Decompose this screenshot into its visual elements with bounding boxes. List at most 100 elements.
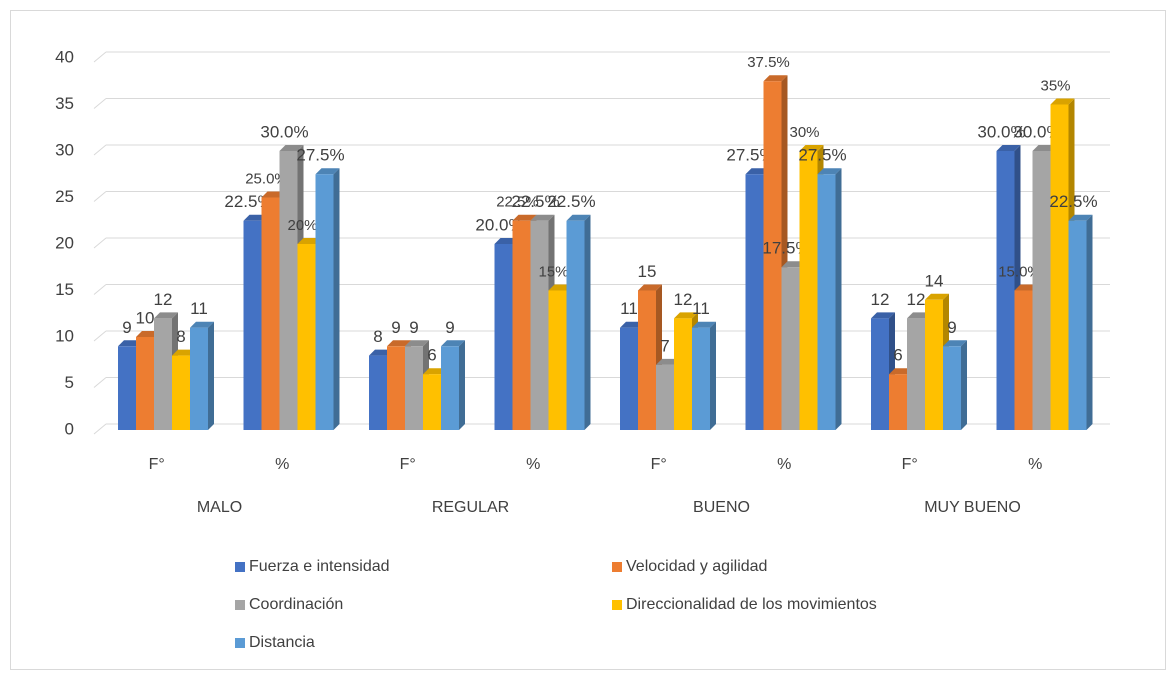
bar-face (638, 284, 662, 291)
y-tick-label: 25 (55, 187, 74, 206)
data-label: 12 (674, 290, 693, 309)
data-label: 22.5% (496, 194, 539, 211)
bar-face (154, 312, 178, 319)
x-tick-label: % (1028, 456, 1042, 473)
legend-label: Velocidad y agilidad (626, 558, 767, 575)
x-tick-label: % (275, 456, 289, 473)
data-label: 25.0% (245, 170, 288, 187)
bar (315, 168, 340, 430)
bar-face (925, 299, 943, 430)
bar-face (620, 327, 638, 430)
bar (692, 321, 716, 430)
bar-face (512, 214, 537, 221)
legend-swatch (235, 638, 245, 648)
bar-face (494, 244, 513, 430)
legend-label: Direccionalidad de los movimientos (626, 596, 877, 613)
data-label: 15.0% (998, 263, 1041, 280)
bar-face (423, 374, 441, 430)
data-label: 14 (925, 271, 944, 290)
bar-face (943, 340, 967, 347)
data-label: 6 (427, 346, 436, 365)
bar-face (763, 75, 788, 82)
bar-face (243, 220, 262, 430)
data-label: 12 (154, 290, 173, 309)
grid-line (93, 191, 107, 202)
data-label: 8 (176, 327, 185, 346)
bar (1068, 214, 1093, 430)
bar-face (871, 318, 889, 430)
bar-face (190, 321, 214, 328)
bar (566, 214, 591, 430)
x-tick-label: F° (149, 456, 165, 473)
bar-face (817, 168, 842, 175)
bar-face (1068, 214, 1093, 221)
data-label: 9 (391, 318, 400, 337)
data-label: 22.5% (511, 192, 559, 211)
bar-face (674, 318, 692, 430)
bar-face (799, 145, 824, 151)
y-tick-label: 35 (55, 94, 74, 113)
data-label: 17.5% (762, 239, 810, 258)
data-label: 8 (373, 327, 382, 346)
bar-face (208, 321, 214, 430)
bar-face (387, 346, 405, 430)
data-label: 7 (660, 336, 669, 355)
bar-face (781, 267, 800, 430)
data-label: 6 (893, 346, 902, 365)
data-label: 11 (190, 299, 208, 318)
data-label: 12 (907, 290, 926, 309)
y-tick-label: 10 (55, 326, 74, 345)
grid-line (93, 284, 107, 295)
legend-swatch (612, 562, 622, 572)
bar-face (315, 174, 334, 430)
bar-face (405, 340, 429, 347)
bar-face (172, 355, 190, 430)
data-label: 35% (1040, 77, 1070, 94)
bar-face (405, 346, 423, 430)
data-label: 30% (789, 124, 819, 141)
bar-face (279, 145, 304, 151)
grid-line (93, 98, 107, 109)
grid-line (93, 51, 107, 63)
bar-face (566, 220, 585, 430)
bar-face (961, 340, 967, 430)
bar-face (907, 318, 925, 430)
data-label: 30.0% (1013, 122, 1061, 141)
bar-face (996, 151, 1015, 430)
bar-face (925, 293, 949, 300)
y-tick-label: 30 (55, 140, 74, 159)
bar-face (1050, 104, 1069, 430)
x-tick-label: % (526, 456, 540, 473)
legend-swatch (235, 600, 245, 610)
bar-face (387, 340, 411, 347)
data-label: 9 (409, 318, 418, 337)
bar-face (835, 168, 842, 430)
bar-face (584, 214, 591, 430)
bar-face (871, 312, 895, 319)
x-tick-label: % (777, 456, 791, 473)
data-label: 30.0% (977, 122, 1025, 141)
bar-face (638, 290, 656, 430)
bar-face (943, 346, 961, 430)
group-label: MUY BUENO (924, 499, 1021, 516)
data-label: 9 (122, 318, 131, 337)
data-label: 10 (136, 308, 155, 327)
legend-label: Fuerza e intensidad (249, 558, 390, 575)
y-tick-label: 15 (55, 280, 74, 299)
x-tick-label: F° (651, 456, 667, 473)
y-tick-label: 0 (65, 419, 74, 438)
data-label: 11 (620, 299, 638, 318)
bar-face (799, 151, 818, 430)
bar-face (369, 355, 387, 430)
data-label: 12 (871, 290, 890, 309)
data-label: 11 (692, 299, 710, 318)
legend-label: Distancia (249, 634, 315, 651)
bar-face (745, 174, 764, 430)
bar-face (297, 244, 316, 430)
data-label: 20.0% (475, 215, 523, 234)
data-label: 15 (638, 262, 657, 281)
grid-line (93, 237, 107, 249)
bar-face (763, 81, 782, 430)
bar-face (441, 346, 459, 430)
